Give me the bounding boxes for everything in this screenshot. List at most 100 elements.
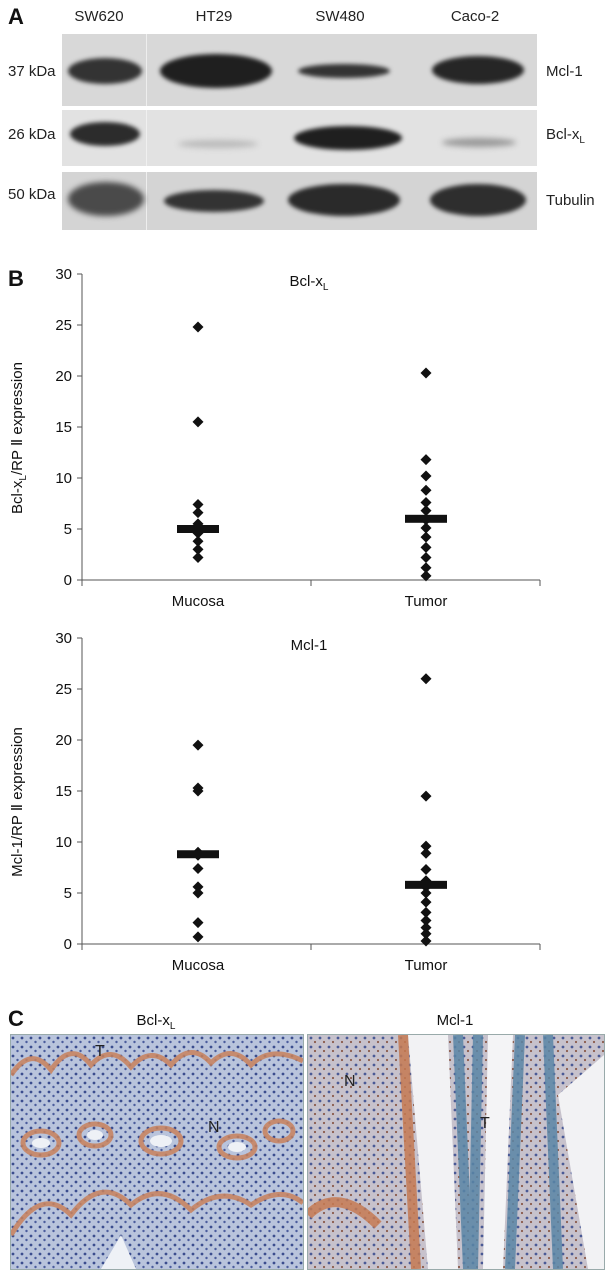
kda-label-50: 50 kDa	[8, 186, 56, 203]
data-point-tumor	[420, 847, 432, 859]
y-tick-label: 10	[55, 470, 72, 487]
data-point-tumor	[420, 922, 432, 934]
x-tick-label-mucosa: Mucosa	[172, 593, 225, 610]
band-mcl1-ht29	[160, 54, 272, 88]
data-point-tumor	[420, 562, 432, 574]
panel-a-letter: A	[8, 4, 24, 29]
lane-label-ht29: HT29	[195, 8, 233, 25]
x-tick-label-mucosa: Mucosa	[172, 957, 225, 974]
svg-text:Bcl-xL/RP Ⅱ expression: Bcl-xL/RP Ⅱ expression	[9, 362, 29, 514]
ihc-mark-t-right: T	[480, 1115, 490, 1132]
band-mcl1-sw620	[68, 58, 142, 84]
blot-strip-mcl1	[62, 34, 537, 106]
data-point-mucosa	[192, 543, 204, 555]
data-point-tumor	[420, 531, 432, 543]
protein-label-mcl1: Mcl-1	[546, 63, 583, 80]
data-point-mucosa	[192, 887, 204, 899]
y-tick-label: 5	[64, 521, 72, 538]
svg-text:Mcl-1/RP Ⅱ expression: Mcl-1/RP Ⅱ expression	[9, 727, 26, 877]
y-tick-label: 10	[55, 834, 72, 851]
data-point-tumor	[420, 470, 432, 482]
y-tick-label: 25	[55, 681, 72, 698]
data-point-tumor	[420, 484, 432, 496]
y-tick-label: 30	[55, 630, 72, 647]
x-tick-label-tumor: Tumor	[405, 593, 448, 610]
blot-strip-bclxl	[62, 110, 537, 166]
data-point-mucosa	[192, 321, 204, 333]
panel-c-letter: C	[8, 1006, 24, 1031]
data-point-tumor	[420, 906, 432, 918]
lane-label-sw480: SW480	[315, 8, 365, 25]
ihc-mark-n-left: N	[208, 1119, 220, 1136]
data-point-tumor	[420, 915, 432, 927]
band-tubulin-sw480	[288, 184, 400, 216]
data-point-tumor	[420, 896, 432, 908]
band-mcl1-sw480	[298, 64, 390, 78]
data-point-tumor	[420, 496, 432, 508]
y-axis-label-bclxl: Bcl-xL/RP Ⅱ expression	[9, 362, 29, 514]
panel-b-letter: B	[8, 266, 24, 291]
median-bar-mucosa	[177, 850, 219, 859]
y-tick-label: 25	[55, 317, 72, 334]
ihc-mark-t-left: T	[95, 1043, 105, 1060]
data-point-mucosa	[192, 931, 204, 943]
kda-label-26: 26 kDa	[8, 126, 56, 143]
y-tick-label: 20	[55, 368, 72, 385]
lane-label-caco2: Caco-2	[450, 8, 500, 25]
data-point-tumor	[420, 552, 432, 564]
band-mcl1-caco2	[432, 56, 524, 84]
data-point-mucosa	[192, 535, 204, 547]
band-bclxl-caco2	[442, 138, 516, 147]
y-tick-label: 20	[55, 732, 72, 749]
data-point-mucosa	[192, 527, 204, 539]
y-tick-label: 15	[55, 783, 72, 800]
protein-label-bclxl: Bcl-xL	[546, 126, 585, 146]
y-tick-label: 15	[55, 419, 72, 436]
band-tubulin-caco2	[430, 184, 526, 216]
data-point-mucosa	[192, 518, 204, 530]
data-point-tumor	[420, 673, 432, 685]
data-point-mucosa	[192, 739, 204, 751]
y-tick-label: 0	[64, 572, 72, 589]
kda-label-37: 37 kDa	[8, 63, 56, 80]
photo-title-mcl1: Mcl-1	[436, 1012, 474, 1029]
data-point-tumor	[420, 840, 432, 852]
data-point-tumor	[420, 928, 432, 940]
data-point-tumor	[420, 541, 432, 553]
data-point-mucosa	[192, 863, 204, 875]
data-point-tumor	[420, 570, 432, 582]
data-point-tumor	[420, 790, 432, 802]
y-tick-label: 5	[64, 885, 72, 902]
band-bclxl-sw480	[294, 126, 402, 150]
median-bar-tumor	[405, 880, 447, 889]
blot-strip-tubulin	[62, 172, 537, 230]
y-tick-label: 0	[64, 936, 72, 953]
data-point-tumor	[420, 367, 432, 379]
scatter-chart-bclxl: Bcl-xL/RP Ⅱ expression Bcl-xL 0 5 10 15 20 25…	[9, 266, 541, 610]
ihc-image-mcl1: N T	[307, 1034, 605, 1270]
data-point-mucosa	[192, 785, 204, 797]
data-point-tumor	[420, 505, 432, 517]
data-point-mucosa	[192, 416, 204, 428]
scatter-chart-mcl1: Mcl-1/RP Ⅱ expression Mcl-1 0 5 10 15 20 25 30…	[9, 630, 541, 974]
data-point-tumor	[420, 935, 432, 947]
data-point-mucosa	[192, 552, 204, 564]
median-bar-tumor	[405, 514, 447, 523]
band-bclxl-sw620	[70, 122, 140, 146]
data-point-mucosa	[192, 917, 204, 929]
data-point-mucosa	[192, 881, 204, 893]
median-bar-mucosa	[177, 525, 219, 533]
protein-label-tubulin: Tubulin	[546, 192, 595, 209]
photo-title-bclxl: Bcl-xL	[136, 1012, 176, 1032]
band-tubulin-sw620	[68, 182, 144, 216]
y-tick-label: 30	[55, 266, 72, 283]
band-tubulin-ht29	[164, 190, 264, 212]
ihc-image-bclxl: T N	[10, 1034, 304, 1270]
data-point-mucosa	[192, 507, 204, 519]
ihc-mark-n-right: N	[344, 1073, 356, 1090]
data-point-tumor	[420, 864, 432, 876]
data-point-tumor	[420, 875, 432, 887]
band-bclxl-ht29	[178, 140, 258, 148]
chart-title-mcl1: Mcl-1	[291, 637, 328, 654]
lane-label-sw620: SW620	[74, 8, 124, 25]
